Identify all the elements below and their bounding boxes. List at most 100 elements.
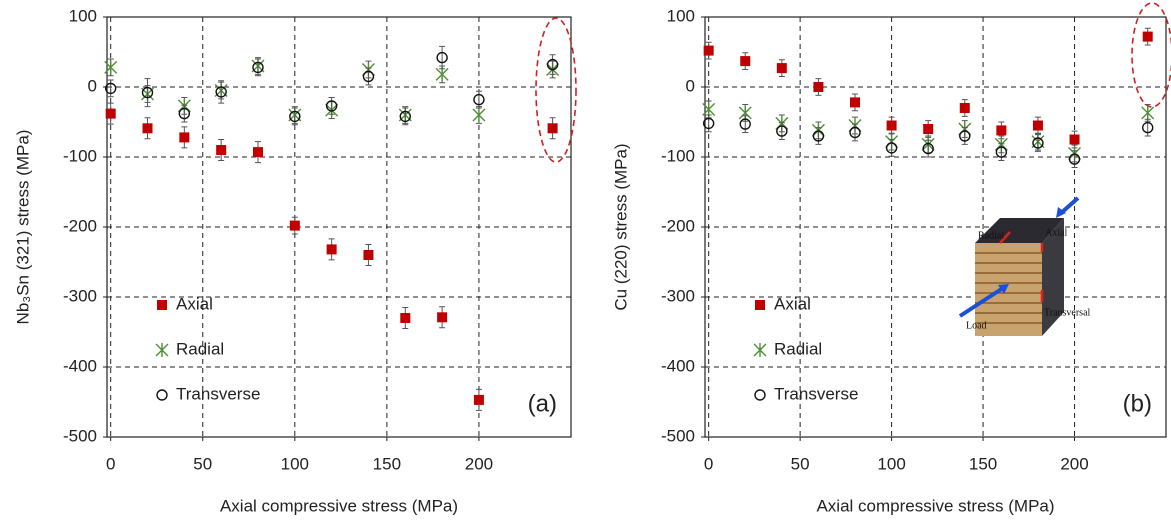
legend-label: Transverse: [176, 384, 260, 403]
load-arrow: [958, 286, 1005, 318]
x-tick-label: 50: [193, 454, 212, 473]
point: [289, 220, 300, 231]
point: [1032, 120, 1043, 131]
legend-label: Axial: [176, 294, 213, 313]
point: [252, 61, 264, 74]
point: [215, 86, 227, 98]
point: [435, 67, 449, 82]
legend-label: Axial: [774, 294, 811, 313]
x-tick-label: 100: [281, 454, 309, 473]
point: [363, 250, 374, 260]
point: [104, 82, 117, 95]
legend-label: Transverse: [774, 384, 858, 403]
x-tick-label: 200: [1060, 454, 1088, 473]
point: [362, 70, 375, 83]
error-bar: [107, 79, 114, 98]
inset-label: Radial: [978, 230, 1004, 241]
error-bar: [742, 115, 749, 133]
cube-markers: [999, 231, 1044, 302]
x-tick-label: 50: [791, 454, 810, 473]
cube-layers: [975, 252, 1042, 324]
point: [325, 100, 338, 112]
x-tick-label: 0: [704, 454, 713, 473]
point: [702, 117, 715, 130]
highlight-ellipse: [1131, 2, 1171, 108]
legend-marker: [753, 343, 767, 357]
cube-side: [1042, 218, 1064, 336]
point: [400, 313, 411, 323]
y-tick-label: -300: [661, 286, 695, 305]
point: [436, 51, 448, 64]
point: [105, 108, 116, 119]
plot-frame: [106, 16, 572, 438]
point: [216, 145, 227, 155]
x-tick-label: 200: [465, 454, 493, 473]
point: [995, 146, 1008, 158]
legend-marker: [754, 389, 766, 401]
point: [1142, 121, 1154, 134]
point: [849, 126, 861, 139]
x-tick-label: 150: [969, 454, 997, 473]
point: [1142, 31, 1153, 42]
point: [885, 142, 898, 154]
y-tick-label: -500: [661, 426, 695, 445]
legend-label: Radial: [774, 339, 822, 358]
x-axis-label: Axial compressive stress (MPa): [816, 496, 1054, 515]
point: [326, 244, 337, 255]
point: [252, 147, 263, 158]
point: [996, 125, 1007, 136]
legend-marker: [755, 300, 765, 310]
x-tick-label: 150: [373, 454, 401, 473]
y-tick-label: -200: [661, 216, 695, 235]
point: [776, 63, 787, 74]
x-tick-label: 100: [877, 454, 905, 473]
x-axis-label: Axial compressive stress (MPa): [220, 496, 458, 515]
point: [740, 56, 751, 67]
point: [812, 130, 825, 142]
point: [923, 124, 934, 134]
inset-label: Load: [966, 320, 987, 331]
point: [850, 97, 861, 108]
y-tick-label: -300: [63, 286, 97, 305]
point: [104, 60, 118, 75]
error-bar: [888, 139, 895, 157]
y-tick-label: 0: [88, 76, 97, 95]
y-tick-label: -100: [661, 146, 695, 165]
y-axis-label: Cu (220) stress (MPa): [611, 143, 630, 310]
x-tick-label: 0: [106, 454, 115, 473]
y-tick-label: -100: [63, 146, 97, 165]
error-bar: [549, 54, 556, 75]
point: [142, 123, 153, 134]
inset-label: Axial: [1045, 227, 1067, 238]
arrow-head: [1056, 207, 1066, 218]
inset-cube: Radial Axial Transversal Load: [958, 196, 1091, 336]
point: [886, 120, 897, 131]
point: [702, 102, 716, 117]
error-bar: [1071, 150, 1078, 168]
point: [1141, 105, 1155, 120]
point: [473, 93, 485, 106]
legend-label: Radial: [176, 339, 224, 358]
point: [178, 107, 191, 120]
panel-label: (a): [528, 390, 557, 417]
point: [289, 110, 301, 123]
highlight-ellipse: [535, 17, 577, 163]
point: [813, 82, 824, 92]
y-tick-label: -400: [661, 356, 695, 375]
cube-top: [975, 218, 1064, 243]
y-tick-label: 100: [69, 6, 97, 25]
point: [437, 312, 448, 323]
legend-marker: [157, 300, 167, 310]
point: [739, 118, 751, 130]
error-bar: [475, 90, 482, 109]
error-bar: [439, 45, 446, 70]
y-tick-label: -200: [63, 216, 97, 235]
error-bar: [144, 78, 151, 108]
legend-marker: [155, 343, 169, 357]
error-bar: [815, 127, 822, 145]
legend-marker: [156, 389, 168, 401]
plot-frame: [704, 16, 1167, 438]
y-tick-label: 0: [686, 76, 695, 95]
